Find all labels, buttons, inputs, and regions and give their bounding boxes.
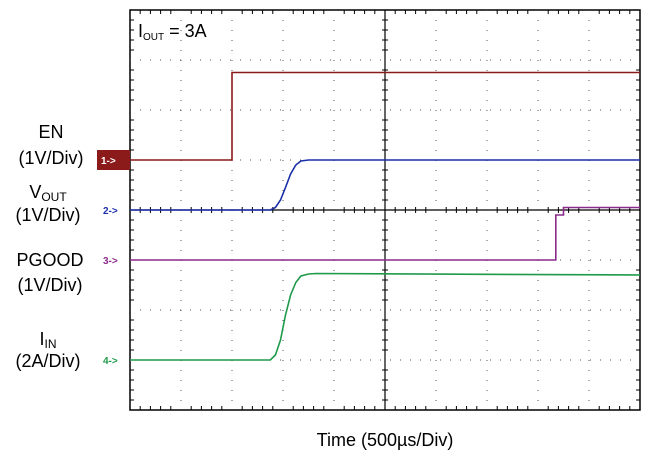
trace-ch2: [130, 159, 640, 211]
channel-markers: 1-> 2-> 3-> 4->: [97, 150, 130, 367]
ch1-marker: 1->: [101, 156, 116, 167]
ch2-marker: 2->: [103, 206, 118, 217]
trace-ch3: [130, 206, 640, 261]
traces: [130, 71, 641, 361]
trace-ch1: [130, 71, 640, 161]
ch3-marker: 3->: [103, 256, 118, 267]
ch4-label: IIN: [39, 329, 56, 351]
x-axis-label: Time (500µs/Div): [317, 430, 454, 450]
ch4-scale: (2A/Div): [15, 351, 80, 371]
ch1-scale: (1V/Div): [18, 148, 83, 168]
trace-ch4: [130, 272, 641, 361]
ch1-label: EN: [38, 122, 63, 142]
ch4-marker: 4->: [103, 356, 118, 367]
ch1-marker-box: [97, 150, 130, 170]
ch2-label: VOUT: [29, 182, 67, 204]
channel-labels: EN(1V/Div)VOUT(1V/Div)PGOOD(1V/Div)IIN(2…: [15, 122, 83, 371]
ch3-label: PGOOD: [16, 250, 83, 270]
ch2-scale: (1V/Div): [15, 205, 80, 225]
ch3-scale: (1V/Div): [17, 275, 82, 295]
iout-annotation: IOUT = 3A: [138, 21, 207, 43]
